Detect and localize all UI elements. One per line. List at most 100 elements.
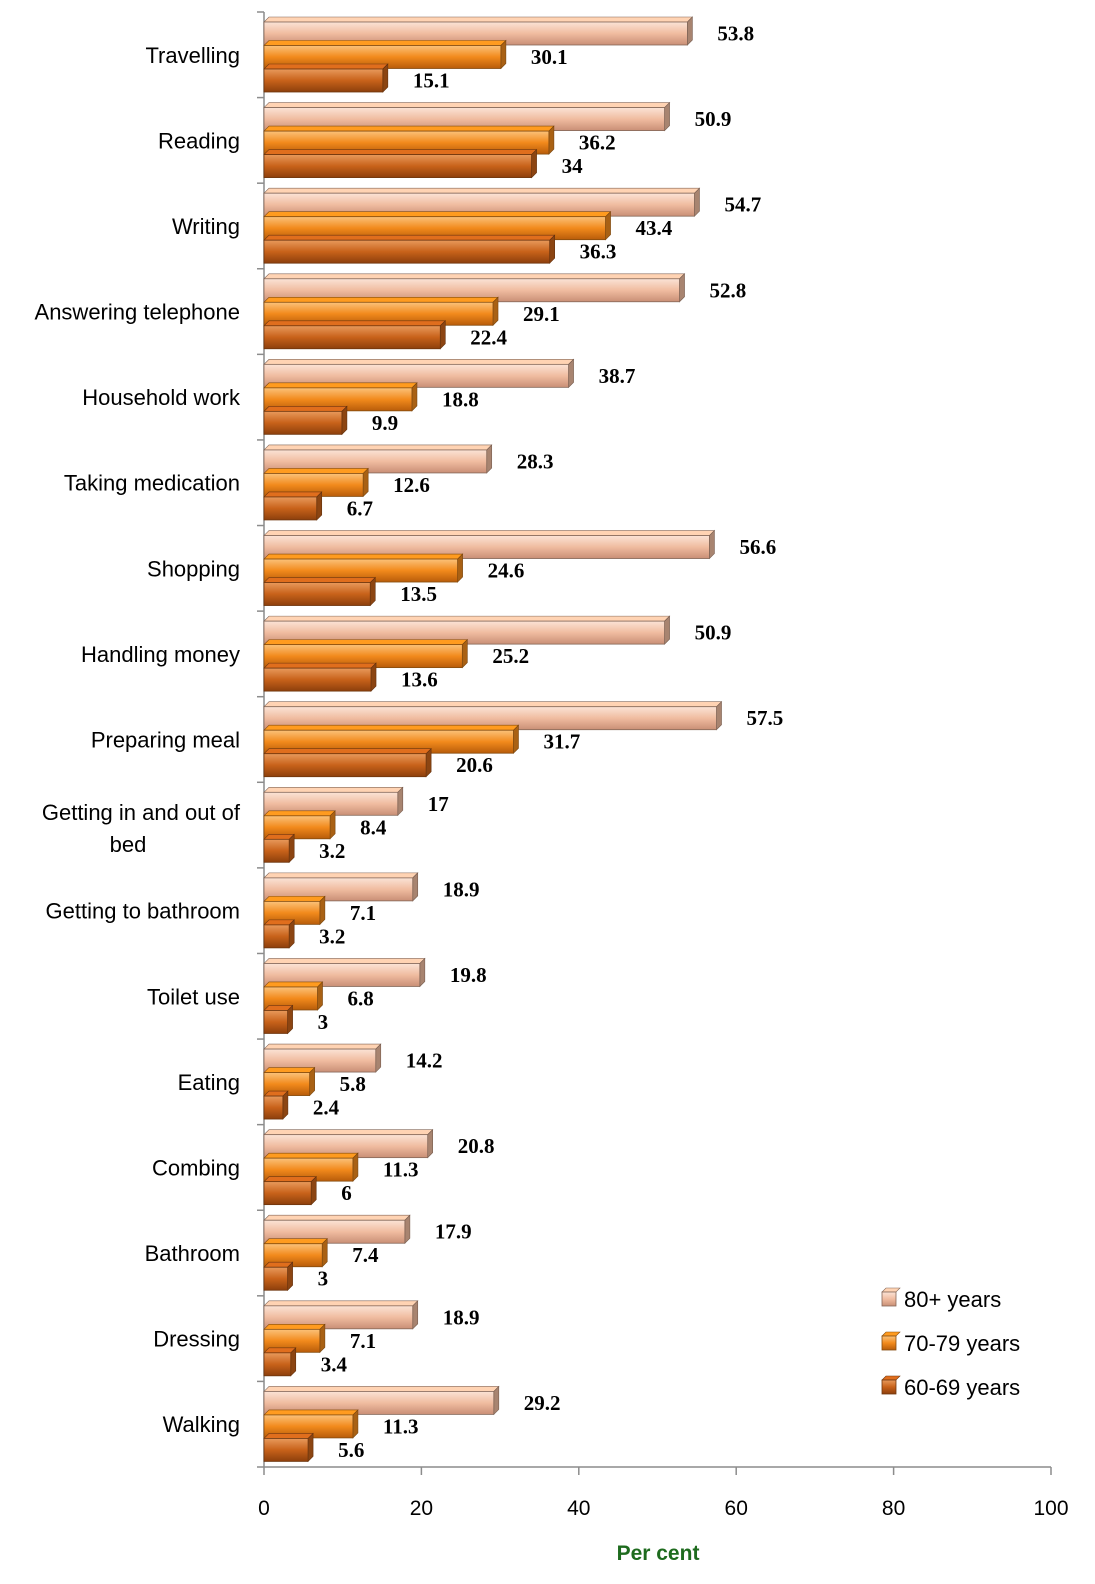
- data-label: 14.2: [406, 1049, 443, 1073]
- bar-end-face: [412, 1300, 419, 1330]
- bar-top-face: [263, 1433, 314, 1439]
- data-label: 28.3: [517, 449, 554, 473]
- bar-60-69-years: [263, 1266, 289, 1291]
- data-label: 7.4: [352, 1243, 379, 1267]
- category-label: Taking medication: [64, 471, 240, 496]
- bar-end-face: [486, 444, 493, 474]
- legend-swatch-top: [881, 1375, 901, 1381]
- bar-60-69-years: [263, 753, 427, 778]
- category-label: Getting in and out of bed: [42, 800, 241, 857]
- data-label: 6: [341, 1181, 352, 1205]
- bar-60-69-years: [263, 667, 372, 692]
- bar-end-face: [397, 786, 404, 817]
- bar-end-face: [282, 1090, 289, 1120]
- data-label: 18.9: [443, 877, 480, 901]
- data-label: 22.4: [470, 325, 507, 349]
- bar-60-69-years: [263, 1181, 312, 1206]
- data-label: 30.1: [531, 45, 568, 69]
- data-label: 3.4: [321, 1352, 348, 1376]
- data-label: 29.1: [523, 302, 560, 326]
- bar-60-69-years: [263, 924, 290, 949]
- legend-swatch: [881, 1291, 897, 1307]
- bar-80-years: [263, 963, 421, 987]
- bar-end-face: [287, 1261, 293, 1291]
- bar-end-face: [288, 919, 295, 949]
- bar-top-face: [263, 187, 701, 194]
- bar-top-face: [263, 1238, 328, 1245]
- bar-60-69-years: [263, 1095, 284, 1120]
- bar-end-face: [513, 724, 519, 754]
- category-label: Eating: [178, 1070, 240, 1095]
- bar-60-69-years: [263, 1438, 309, 1462]
- data-label: 3.2: [319, 839, 345, 863]
- bar-end-face: [493, 1385, 500, 1416]
- bar-top-face: [263, 1324, 326, 1330]
- bar-top-face: [263, 662, 377, 669]
- data-label: 12.6: [393, 473, 430, 497]
- data-label: 20.8: [458, 1134, 495, 1158]
- data-label: 13.5: [400, 582, 437, 606]
- bar-end-face: [605, 210, 611, 241]
- bar-end-face: [412, 872, 419, 902]
- bar-top-face: [263, 896, 326, 902]
- bar-80-years: [263, 877, 414, 902]
- bar-end-face: [411, 382, 418, 412]
- bar-end-face: [492, 296, 499, 326]
- category-label: Shopping: [147, 556, 240, 581]
- bar-top-face: [263, 406, 348, 412]
- bar-end-face: [288, 833, 295, 864]
- bar-end-face: [321, 1238, 328, 1268]
- category-label: Answering telephone: [35, 300, 240, 325]
- legend-swatch: [881, 1379, 897, 1395]
- bar-top-face: [263, 1386, 500, 1392]
- bar-top-face: [263, 63, 389, 70]
- data-label: 13.6: [401, 668, 438, 692]
- data-label: 18.9: [443, 1305, 480, 1329]
- bar-top-face: [263, 577, 376, 583]
- bar-top-face: [263, 872, 419, 879]
- x-tick-label: 100: [1033, 1497, 1068, 1520]
- bar-top-face: [263, 615, 671, 622]
- data-label: 8.4: [360, 815, 387, 839]
- bar-80-years: [263, 1048, 377, 1073]
- bar-top-face: [263, 701, 723, 708]
- data-label: 57.5: [747, 706, 784, 730]
- bar-end-face: [287, 1004, 293, 1035]
- bar-end-face: [716, 700, 722, 731]
- bar-top-face: [263, 102, 671, 108]
- bar-top-face: [263, 359, 575, 365]
- category-label: Reading: [158, 128, 240, 153]
- category-label: Travelling: [145, 43, 240, 68]
- bar-end-face: [439, 320, 446, 350]
- bar-60-69-years: [263, 325, 441, 350]
- data-label: 34: [562, 154, 584, 178]
- bar-top-face: [263, 211, 612, 217]
- bar-top-face: [263, 981, 324, 988]
- bar-top-face: [263, 1214, 411, 1221]
- bar-60-69-years: [263, 496, 318, 521]
- data-label: 24.6: [488, 559, 525, 583]
- bar-end-face: [319, 895, 326, 926]
- bar-end-face: [427, 1128, 433, 1159]
- bar-end-face: [370, 662, 377, 692]
- category-label: Handling money: [81, 642, 240, 667]
- category-label: Preparing meal: [91, 728, 240, 753]
- bar-end-face: [316, 491, 323, 521]
- data-label: 6.8: [348, 986, 374, 1010]
- bar-end-face: [548, 125, 555, 155]
- bar-end-face: [362, 467, 369, 498]
- data-label: 11.3: [383, 1414, 419, 1438]
- category-label: Combing: [152, 1155, 240, 1180]
- data-label: 11.3: [383, 1158, 419, 1182]
- bar-top-face: [263, 40, 507, 46]
- data-label: 29.2: [524, 1391, 561, 1415]
- data-label: 3: [318, 1267, 329, 1291]
- bar-end-face: [425, 747, 432, 778]
- data-label: 17.9: [435, 1220, 472, 1244]
- bar-end-face: [307, 1432, 314, 1463]
- bar-top-face: [263, 1152, 359, 1159]
- data-label: 36.3: [580, 240, 617, 264]
- bar-60-69-years: [263, 1010, 289, 1034]
- legend-label: 70-79 years: [904, 1331, 1020, 1356]
